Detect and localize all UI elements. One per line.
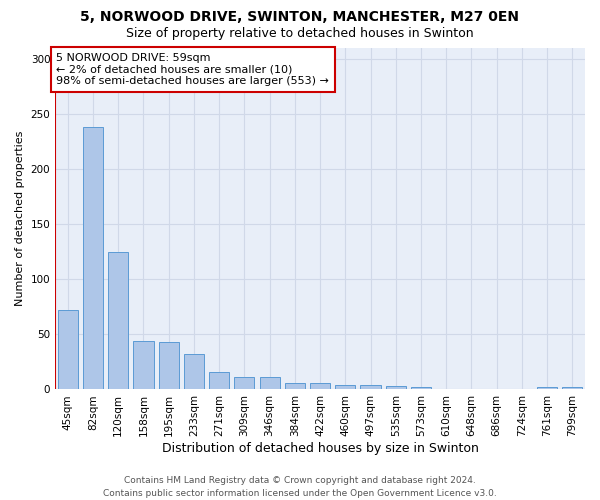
Y-axis label: Number of detached properties: Number of detached properties xyxy=(15,131,25,306)
Text: 5 NORWOOD DRIVE: 59sqm
← 2% of detached houses are smaller (10)
98% of semi-deta: 5 NORWOOD DRIVE: 59sqm ← 2% of detached … xyxy=(56,53,329,86)
Text: Size of property relative to detached houses in Swinton: Size of property relative to detached ho… xyxy=(126,28,474,40)
Bar xyxy=(108,252,128,390)
Bar xyxy=(83,127,103,390)
Bar xyxy=(411,388,431,390)
Bar xyxy=(133,341,154,390)
Bar xyxy=(537,388,557,390)
Bar xyxy=(260,378,280,390)
Bar xyxy=(386,386,406,390)
Bar xyxy=(158,342,179,390)
Bar xyxy=(58,310,78,390)
Bar xyxy=(209,372,229,390)
Bar xyxy=(361,385,380,390)
Bar xyxy=(285,383,305,390)
Bar xyxy=(335,385,355,390)
Bar xyxy=(184,354,204,390)
Text: Contains HM Land Registry data © Crown copyright and database right 2024.
Contai: Contains HM Land Registry data © Crown c… xyxy=(103,476,497,498)
Bar xyxy=(235,378,254,390)
X-axis label: Distribution of detached houses by size in Swinton: Distribution of detached houses by size … xyxy=(161,442,479,455)
Bar xyxy=(310,383,330,390)
Text: 5, NORWOOD DRIVE, SWINTON, MANCHESTER, M27 0EN: 5, NORWOOD DRIVE, SWINTON, MANCHESTER, M… xyxy=(80,10,520,24)
Bar xyxy=(562,388,583,390)
